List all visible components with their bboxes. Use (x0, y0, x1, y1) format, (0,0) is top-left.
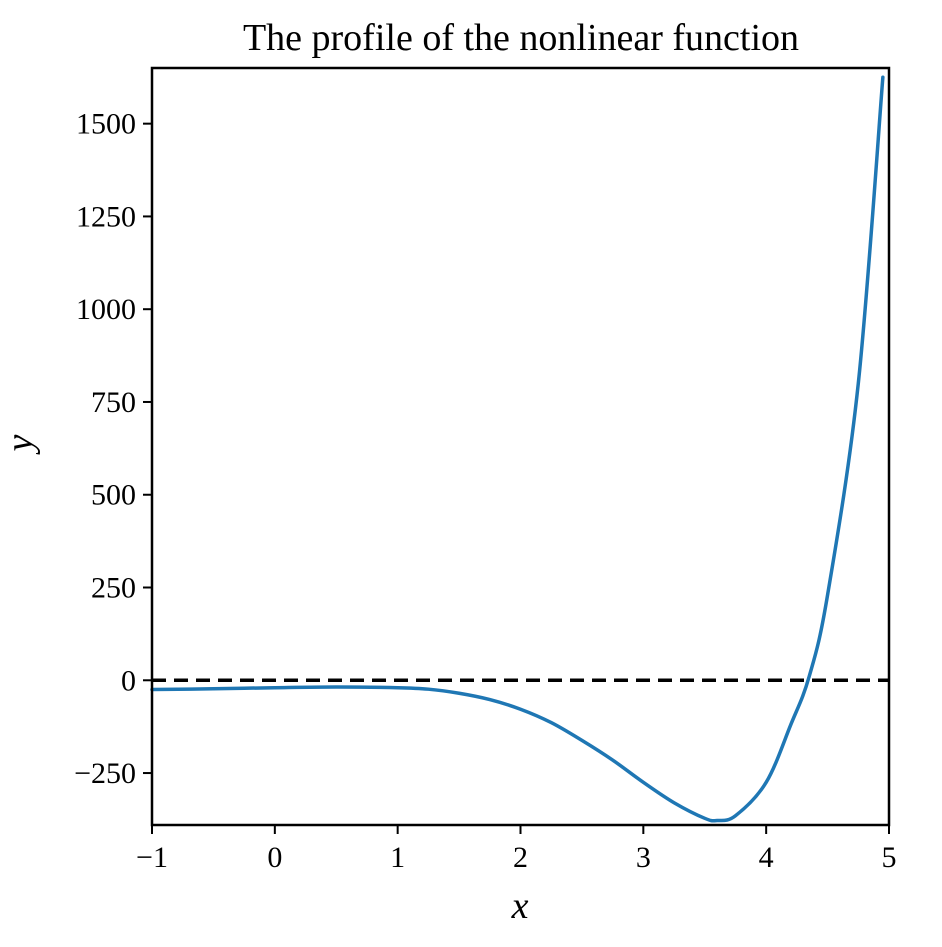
y-tick-label: 0 (121, 664, 136, 697)
y-tick-label: 1250 (76, 200, 136, 233)
series-line-0 (150, 75, 885, 823)
y-tick-label: −250 (74, 757, 136, 790)
x-tick-label: −1 (136, 841, 168, 874)
x-tick-label: 3 (636, 841, 651, 874)
y-tick-label: 500 (91, 479, 136, 512)
y-tick-label: 250 (91, 572, 136, 605)
x-axis-label: x (511, 885, 529, 927)
y-tick-label: 750 (91, 386, 136, 419)
axis-ticks: −1 0 1 2 3 4 5 −250 0 250 500 750 1000 1250 1500 (74, 108, 896, 874)
y-axis-label: y (0, 434, 41, 455)
x-tick-label: 4 (759, 841, 774, 874)
x-tick-label: 2 (513, 841, 528, 874)
chart-title: The profile of the nonlinear function (243, 17, 799, 59)
x-tick-label: 0 (267, 841, 282, 874)
plot-area (150, 75, 889, 823)
x-tick-label: 5 (882, 841, 897, 874)
y-tick-label: 1000 (76, 293, 136, 326)
plot-frame (150, 66, 891, 827)
y-tick-label: 1500 (76, 108, 136, 141)
x-tick-label: 1 (390, 841, 405, 874)
